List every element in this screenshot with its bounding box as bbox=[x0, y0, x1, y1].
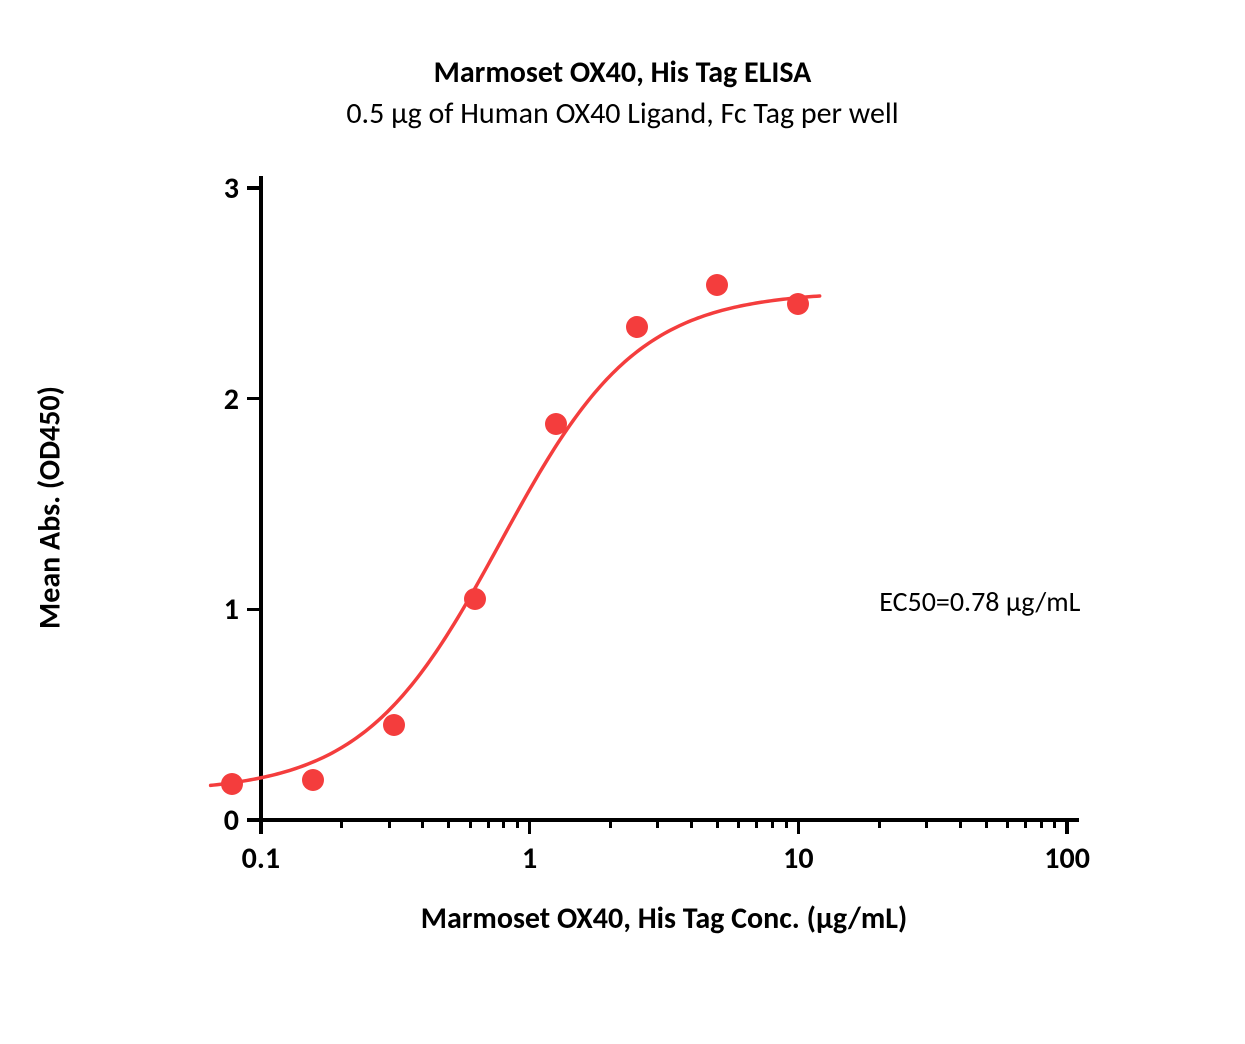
figure-canvas: Marmoset OX40, His Tag ELISA 0.5 µg of H… bbox=[0, 0, 1245, 1044]
x-minor-tick bbox=[985, 820, 988, 828]
data-point bbox=[626, 316, 648, 338]
x-minor-tick bbox=[656, 820, 659, 828]
x-minor-tick bbox=[1053, 820, 1056, 828]
plot-area: 01230.1110100 bbox=[180, 188, 1148, 820]
x-tick-label: 0.1 bbox=[201, 840, 321, 877]
x-minor-tick bbox=[755, 820, 758, 828]
data-point bbox=[464, 588, 486, 610]
x-minor-tick bbox=[609, 820, 612, 828]
data-point bbox=[545, 413, 567, 435]
chart-subtitle: 0.5 µg of Human OX40 Ligand, Fc Tag per … bbox=[0, 95, 1245, 132]
x-minor-tick bbox=[690, 820, 693, 828]
x-minor-tick bbox=[487, 820, 490, 828]
x-minor-tick bbox=[421, 820, 424, 828]
ec50-annotation: EC50=0.78 µg/mL bbox=[879, 584, 1080, 619]
x-tick-label: 1 bbox=[470, 840, 590, 877]
x-minor-tick bbox=[785, 820, 788, 828]
x-minor-tick bbox=[878, 820, 881, 828]
x-minor-tick bbox=[340, 820, 343, 828]
data-point bbox=[383, 714, 405, 736]
x-minor-tick bbox=[388, 820, 391, 828]
x-tick bbox=[528, 820, 532, 834]
x-tick bbox=[1065, 820, 1069, 834]
chart-title: Marmoset OX40, His Tag ELISA bbox=[0, 54, 1245, 91]
x-tick bbox=[797, 820, 801, 834]
x-minor-tick bbox=[516, 820, 519, 828]
x-minor-tick bbox=[469, 820, 472, 828]
x-minor-tick bbox=[771, 820, 774, 828]
x-tick-label: 100 bbox=[1007, 840, 1127, 877]
x-minor-tick bbox=[959, 820, 962, 828]
x-minor-tick bbox=[1006, 820, 1009, 828]
x-minor-tick bbox=[447, 820, 450, 828]
data-point bbox=[787, 293, 809, 315]
x-minor-tick bbox=[1024, 820, 1027, 828]
data-point bbox=[706, 274, 728, 296]
data-point bbox=[302, 769, 324, 791]
x-minor-tick bbox=[502, 820, 505, 828]
y-axis-label: Mean Abs. (OD450) bbox=[32, 192, 69, 824]
x-tick-label: 10 bbox=[738, 840, 858, 877]
x-minor-tick bbox=[716, 820, 719, 828]
title-block: Marmoset OX40, His Tag ELISA 0.5 µg of H… bbox=[0, 54, 1245, 132]
fit-curve bbox=[180, 188, 1148, 820]
data-point bbox=[221, 773, 243, 795]
x-axis-label: Marmoset OX40, His Tag Conc. (µg/mL) bbox=[180, 900, 1148, 937]
x-minor-tick bbox=[925, 820, 928, 828]
x-minor-tick bbox=[1040, 820, 1043, 828]
x-tick bbox=[259, 820, 263, 834]
x-minor-tick bbox=[737, 820, 740, 828]
